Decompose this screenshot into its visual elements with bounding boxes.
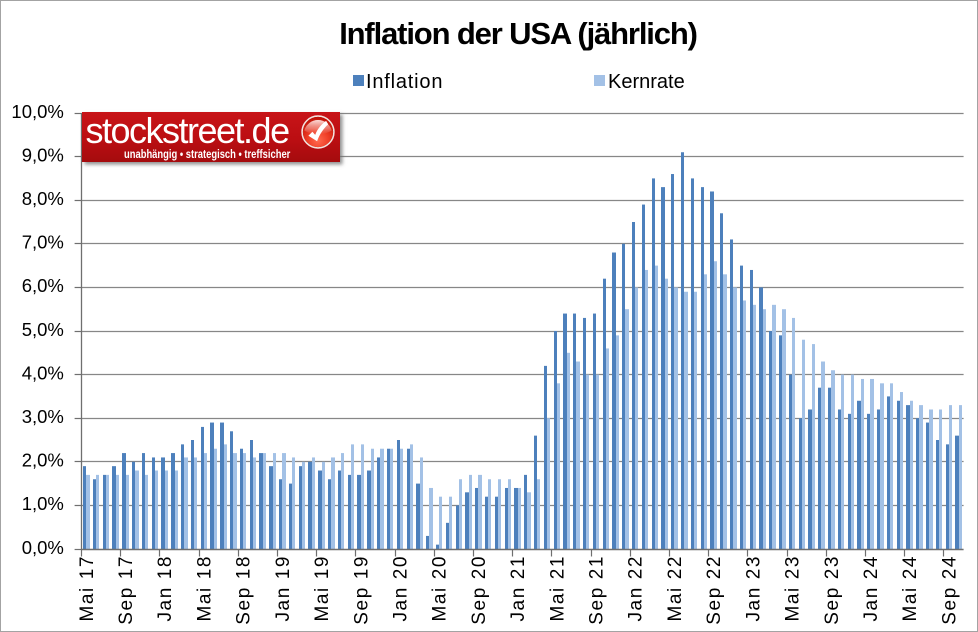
svg-text:1,0%: 1,0% bbox=[22, 493, 64, 514]
svg-text:Sep 20: Sep 20 bbox=[469, 555, 490, 625]
svg-text:Sep 22: Sep 22 bbox=[704, 555, 725, 625]
svg-text:Mai 17: Mai 17 bbox=[77, 555, 98, 622]
svg-text:Mai 22: Mai 22 bbox=[665, 555, 686, 622]
svg-text:0,0%: 0,0% bbox=[22, 537, 64, 558]
svg-text:Mai 24: Mai 24 bbox=[900, 555, 921, 622]
svg-text:Jan 24: Jan 24 bbox=[861, 555, 882, 622]
svg-text:Sep 17: Sep 17 bbox=[116, 555, 137, 625]
svg-text:2,0%: 2,0% bbox=[22, 450, 64, 471]
svg-text:Mai 18: Mai 18 bbox=[194, 555, 215, 622]
svg-text:7,0%: 7,0% bbox=[22, 232, 64, 253]
svg-text:Jan 21: Jan 21 bbox=[508, 555, 529, 622]
svg-text:8,0%: 8,0% bbox=[22, 188, 64, 209]
svg-text:Sep 23: Sep 23 bbox=[822, 555, 843, 625]
svg-text:4,0%: 4,0% bbox=[22, 362, 64, 383]
svg-text:Mai 19: Mai 19 bbox=[312, 555, 333, 622]
svg-text:Sep 21: Sep 21 bbox=[587, 555, 608, 625]
svg-text:3,0%: 3,0% bbox=[22, 406, 64, 427]
svg-text:Jan 19: Jan 19 bbox=[273, 555, 294, 622]
svg-text:Mai 23: Mai 23 bbox=[783, 555, 804, 622]
svg-text:10,0%: 10,0% bbox=[11, 101, 63, 122]
svg-text:5,0%: 5,0% bbox=[22, 319, 64, 340]
svg-text:Jan 23: Jan 23 bbox=[743, 555, 764, 622]
svg-text:Sep 19: Sep 19 bbox=[351, 555, 372, 625]
svg-text:Jan 18: Jan 18 bbox=[155, 555, 176, 622]
svg-text:Sep 18: Sep 18 bbox=[234, 555, 255, 625]
svg-text:9,0%: 9,0% bbox=[22, 144, 64, 165]
svg-text:Jan 22: Jan 22 bbox=[626, 555, 647, 622]
svg-text:Mai 21: Mai 21 bbox=[547, 555, 568, 622]
svg-text:6,0%: 6,0% bbox=[22, 275, 64, 296]
svg-text:Mai 20: Mai 20 bbox=[430, 555, 451, 622]
svg-text:Jan 20: Jan 20 bbox=[390, 555, 411, 622]
svg-text:Sep 24: Sep 24 bbox=[939, 555, 960, 625]
